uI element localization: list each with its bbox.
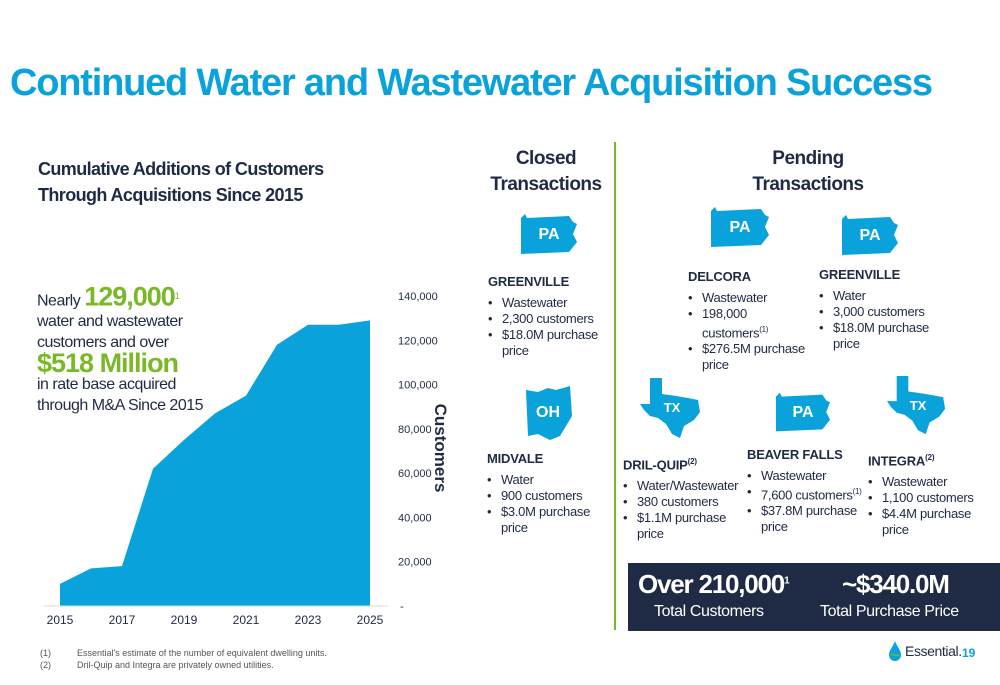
callout-line3: in rate base acquired through M&A Since …: [37, 376, 204, 415]
footnotes: (1) Essential's estimate of the number of…: [40, 647, 327, 671]
closed-transactions-heading: Closed Transactions: [490, 148, 602, 195]
texas-shape-icon: TX: [640, 378, 704, 445]
deal-item: 7,600 customers(1): [747, 484, 865, 503]
deal-dril-quip: DRIL-QUIP(2) Water/Wastewater 380 custom…: [623, 454, 753, 542]
deal-name: GREENVILLE: [488, 274, 570, 289]
x-tick-label: 2019: [171, 613, 198, 627]
deal-name: DELCORA: [688, 269, 751, 284]
deal-midvale: MIDVALE Water 900 customers $3.0M purcha…: [487, 451, 615, 536]
y-tick-label: 140,000: [398, 291, 438, 303]
deal-name: DRIL-QUIP(2): [623, 457, 697, 473]
deal-name: GREENVILLE: [819, 267, 901, 282]
x-tick-label: 2023: [295, 613, 322, 627]
y-tick-label: 60,000: [398, 468, 432, 480]
x-tick-label: 2021: [233, 613, 260, 627]
deal-item: $18.0M purchase price: [819, 320, 937, 352]
deal-item: $37.8M purchase price: [747, 503, 865, 535]
callout-nearly: Nearly: [37, 292, 81, 310]
deal-beaver-falls: BEAVER FALLS Wastewater 7,600 customers(…: [747, 447, 865, 535]
deal-name: INTEGRA(2): [868, 453, 935, 469]
deal-item: Wastewater: [488, 295, 612, 311]
deal-greenville-pending: GREENVILLE Water 3,000 customers $18.0M …: [819, 267, 937, 352]
footnote: (1) Essential's estimate of the number of…: [40, 648, 327, 658]
y-tick-label: 120,000: [398, 335, 438, 347]
y-tick-label: 80,000: [398, 424, 432, 436]
y-tick-label: 40,000: [398, 512, 432, 524]
x-tick-label: 2017: [109, 613, 136, 627]
deal-delcora: DELCORA Wastewater 198,000 customers(1) …: [688, 269, 816, 373]
water-drop-icon: [889, 641, 901, 661]
texas-shape-icon: TX: [887, 376, 949, 441]
y-tick-label: 100,000: [398, 380, 438, 392]
deal-item: 380 customers: [623, 494, 753, 510]
deal-item: $1.1M purchase price: [623, 510, 753, 542]
page-title: Continued Water and Wastewater Acquisiti…: [10, 62, 933, 104]
deal-item: $18.0M purchase price: [488, 327, 612, 359]
customers-callout: Nearly 129,0001 water and wastewater cus…: [37, 283, 207, 416]
deal-item: $3.0M purchase price: [487, 504, 615, 536]
chart-heading-line: Cumulative Additions of Customers: [38, 159, 324, 179]
column-divider: [614, 142, 616, 630]
footnote: (2) Dril-Quip and Integra are privately o…: [40, 660, 274, 670]
total-customers-value: Over 210,0001: [638, 569, 790, 599]
pennsylvania-shape-icon: PA: [774, 390, 832, 441]
deal-item: 3,000 customers: [819, 304, 937, 320]
deal-item: 1,100 customers: [868, 490, 1000, 506]
deal-greenville-closed: GREENVILLE Wastewater 2,300 customers $1…: [488, 274, 612, 359]
pennsylvania-shape-icon: PA: [840, 213, 900, 264]
x-tick-label: 2025: [357, 613, 384, 627]
deal-name: BEAVER FALLS: [747, 447, 843, 462]
deal-integra: INTEGRA(2) Wastewater 1,100 customers $4…: [868, 450, 1000, 538]
customers-area-series: [60, 320, 370, 606]
chart-heading-line: Through Acquisitions Since 2015: [38, 185, 303, 205]
x-tick-label: 2015: [47, 613, 74, 627]
callout-customers-value: 129,000: [84, 281, 176, 312]
total-purchase-price-label: Total Purchase Price: [820, 603, 959, 620]
logo-text: Essential.: [905, 643, 962, 659]
deal-item: Wastewater: [747, 468, 865, 484]
pennsylvania-shape-icon: PA: [519, 212, 579, 263]
chart-heading: Cumulative Additions of Customers Throug…: [38, 156, 324, 208]
deal-item: $4.4M purchase price: [868, 506, 1000, 538]
y-axis-label: Customers: [431, 403, 450, 493]
deal-item: Water: [487, 472, 615, 488]
summary-banner: Over 210,0001 Total Customers ~$340.0M T…: [628, 563, 1000, 631]
total-purchase-price-value: ~$340.0M: [842, 569, 950, 599]
deal-item: Water: [819, 288, 937, 304]
callout-footnote-mark: 1: [174, 291, 180, 301]
pennsylvania-shape-icon: PA: [709, 205, 771, 256]
deal-item: Wastewater: [688, 290, 816, 306]
deal-name: MIDVALE: [487, 451, 544, 466]
ohio-shape-icon: OH: [524, 386, 574, 447]
total-customers-label: Total Customers: [654, 603, 764, 620]
pending-transactions-heading: Pending Transactions: [752, 148, 864, 195]
deal-item: 900 customers: [487, 488, 615, 504]
deal-item: Water/Wastewater: [623, 478, 753, 494]
customers-area-chart: 2015 2017 2019 2021 2023 2025 - 20,000 40,000 60,…: [44, 291, 438, 627]
callout-rate-base-value: $518 Million: [37, 348, 179, 379]
essential-logo: Essential.: [888, 640, 962, 662]
deal-item: Wastewater: [868, 474, 1000, 490]
deal-item: 198,000 customers(1): [688, 306, 816, 341]
y-tick-label: 20,000: [398, 557, 432, 569]
deal-item: 2,300 customers: [488, 311, 612, 327]
callout-line2: water and wastewater customers and over: [37, 313, 183, 352]
page-number: 19: [962, 646, 976, 660]
deal-item: $276.5M purchase price: [688, 341, 816, 373]
y-tick-label: -: [400, 601, 404, 613]
